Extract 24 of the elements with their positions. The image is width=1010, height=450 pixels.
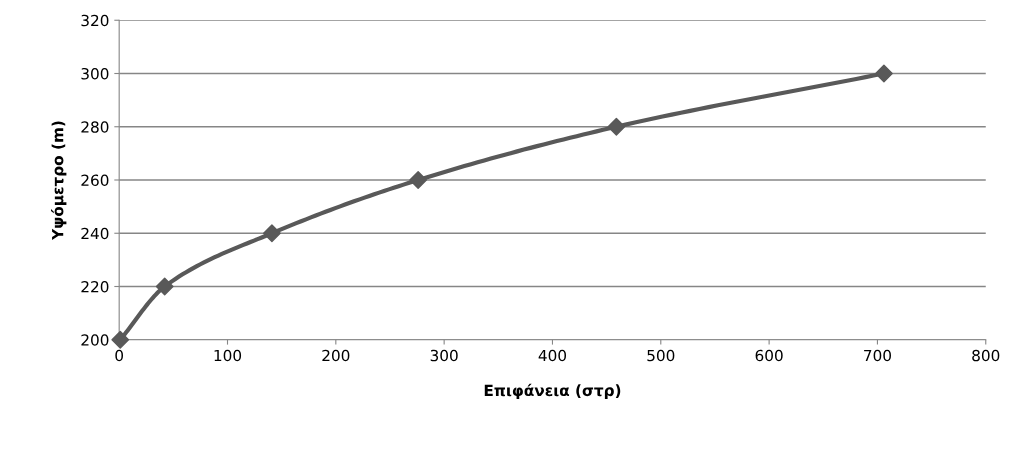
y-tick-label: 260 — [81, 174, 109, 187]
point — [111, 330, 130, 349]
point — [875, 64, 893, 83]
x-tick-label: 100 — [214, 349, 242, 362]
point — [155, 277, 174, 296]
y-tick-label: 300 — [81, 67, 109, 80]
x-tick-label: 0 — [115, 349, 124, 362]
x-tick-label: 500 — [647, 349, 675, 362]
x-tick-label: 300 — [430, 349, 458, 362]
point — [607, 117, 626, 136]
point — [409, 171, 428, 189]
y-axis-title: Υψόμετρο (m) — [50, 121, 67, 241]
y-tick-label: 200 — [81, 334, 109, 346]
point — [263, 224, 281, 243]
y-tick-label: 320 — [81, 14, 109, 27]
y-tick-label: 220 — [81, 280, 109, 293]
x-axis-title: Επιφάνεια (στρ) — [484, 383, 621, 400]
x-tick-label: 600 — [755, 349, 783, 362]
x-tick-label: 200 — [322, 349, 350, 362]
x-tick-label: 800 — [972, 349, 1000, 362]
y-tick-label: 240 — [81, 227, 109, 240]
x-tick-label: 400 — [538, 349, 567, 362]
y-tick-label: 280 — [81, 121, 109, 133]
x-tick-label: 700 — [864, 349, 891, 362]
